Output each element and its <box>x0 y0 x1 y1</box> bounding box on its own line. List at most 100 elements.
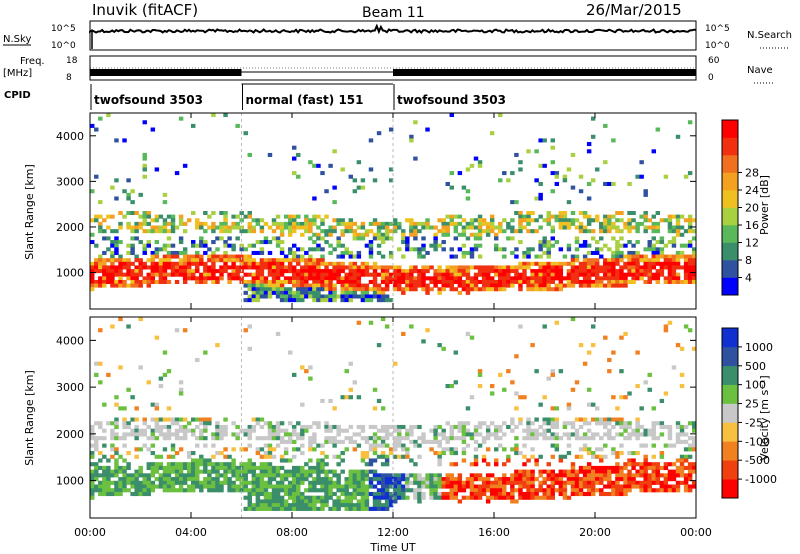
heatmap-cell <box>510 477 515 482</box>
heatmap-cell <box>465 283 471 288</box>
heatmap-cell <box>683 484 689 489</box>
heatmap-cell <box>619 283 624 288</box>
heatmap-cell <box>380 439 386 444</box>
heatmap-cell <box>267 279 273 284</box>
heatmap-cell <box>683 279 689 284</box>
heatmap-cell <box>296 261 301 266</box>
heatmap-cell <box>296 174 301 179</box>
heatmap-cell <box>554 276 560 281</box>
heatmap-cell <box>623 462 628 467</box>
heatmap-cell <box>687 218 693 223</box>
heatmap-cell <box>279 488 285 493</box>
heatmap-cell <box>481 484 487 489</box>
heatmap-cell <box>263 503 269 508</box>
heatmap-cell <box>413 156 418 161</box>
heatmap-cell <box>449 488 454 493</box>
heatmap-cell <box>388 473 394 478</box>
heatmap-cell <box>405 436 410 441</box>
heatmap-cell <box>380 488 386 493</box>
heatmap-cell <box>437 480 442 485</box>
heatmap-cell <box>687 473 693 478</box>
heatmap-cell <box>344 294 349 299</box>
heatmap-cell <box>397 265 402 270</box>
heatmap-cell <box>469 221 475 226</box>
heatmap-cell <box>312 218 317 223</box>
time-axis-ticks: 00:00 04:00 08:00 12:00 16:00 20:00 00:00 <box>74 113 712 539</box>
heatmap-cell <box>506 178 511 183</box>
heatmap-cell <box>603 443 608 448</box>
heatmap-cell <box>263 443 269 448</box>
heatmap-cell <box>542 436 547 441</box>
heatmap-cell <box>259 276 265 281</box>
heatmap-cell <box>397 480 402 485</box>
heatmap-cell <box>207 488 212 493</box>
heatmap-cell <box>126 477 131 482</box>
heatmap-cell <box>461 424 467 430</box>
heatmap-cell <box>647 269 652 274</box>
heatmap-cell <box>340 250 345 255</box>
heatmap-cell <box>679 424 685 430</box>
heatmap-cell <box>578 283 584 288</box>
heatmap-cell <box>445 477 450 482</box>
heatmap-cell <box>421 491 426 497</box>
heatmap-cell <box>336 473 341 478</box>
heatmap-cell <box>651 477 656 482</box>
heatmap-cell <box>485 272 491 277</box>
heatmap-cell <box>574 236 580 241</box>
heatmap-cell <box>611 258 616 263</box>
heatmap-cell <box>554 287 560 292</box>
heatmap-cell <box>494 225 499 230</box>
heatmap-cell <box>457 283 463 288</box>
heatmap-cell <box>259 469 265 474</box>
heatmap-cell <box>429 428 434 433</box>
heatmap-cell <box>182 488 188 493</box>
heatmap-cell <box>586 181 592 186</box>
heatmap-cell <box>631 484 636 489</box>
heatmap-cell <box>441 283 446 288</box>
heatmap-cell <box>534 495 539 500</box>
heatmap-cell <box>247 462 252 467</box>
heatmap-cell <box>308 283 313 288</box>
heatmap-cell <box>90 189 95 194</box>
heatmap-cell <box>421 236 426 241</box>
heatmap-cell <box>316 283 321 288</box>
heatmap-cell <box>227 462 232 467</box>
heatmap-cell <box>449 432 454 437</box>
heatmap-cell <box>494 458 499 463</box>
heatmap-cell <box>546 240 551 245</box>
heatmap-cell <box>421 279 426 284</box>
heatmap-cell <box>425 477 430 482</box>
heatmap-cell <box>691 462 697 467</box>
heatmap-cell <box>283 298 289 303</box>
heatmap-cell <box>267 283 273 288</box>
heatmap-cell <box>300 506 305 511</box>
heatmap-cell <box>473 236 479 241</box>
heatmap-cell <box>574 432 580 437</box>
heatmap-cell <box>287 225 293 230</box>
heatmap-cell <box>570 317 576 322</box>
heatmap-cell <box>166 480 172 485</box>
freq-band-segment <box>393 69 696 76</box>
heatmap-cell <box>364 495 370 500</box>
heatmap-cell <box>174 469 180 474</box>
heatmap-cell <box>510 447 515 452</box>
heatmap-cell <box>110 272 115 277</box>
heatmap-cell <box>150 276 156 281</box>
heatmap-cell <box>344 276 349 281</box>
heatmap-cell <box>94 484 99 489</box>
heatmap-cell <box>90 484 95 489</box>
heatmap-cell <box>639 462 644 467</box>
colorbar-swatch <box>722 155 738 173</box>
heatmap-cell <box>134 276 139 281</box>
colorbar-swatch <box>722 242 738 261</box>
heatmap-cell <box>675 272 681 277</box>
x-tick-label: 08:00 <box>276 526 308 539</box>
heatmap-cell <box>186 428 192 433</box>
heatmap-cell <box>320 276 325 281</box>
heatmap-cell <box>271 261 277 266</box>
heatmap-cell <box>477 214 483 219</box>
heatmap-cell <box>397 439 402 444</box>
heatmap-cell <box>360 484 366 489</box>
heatmap-cell <box>300 477 305 482</box>
heatmap-cell <box>457 477 463 482</box>
